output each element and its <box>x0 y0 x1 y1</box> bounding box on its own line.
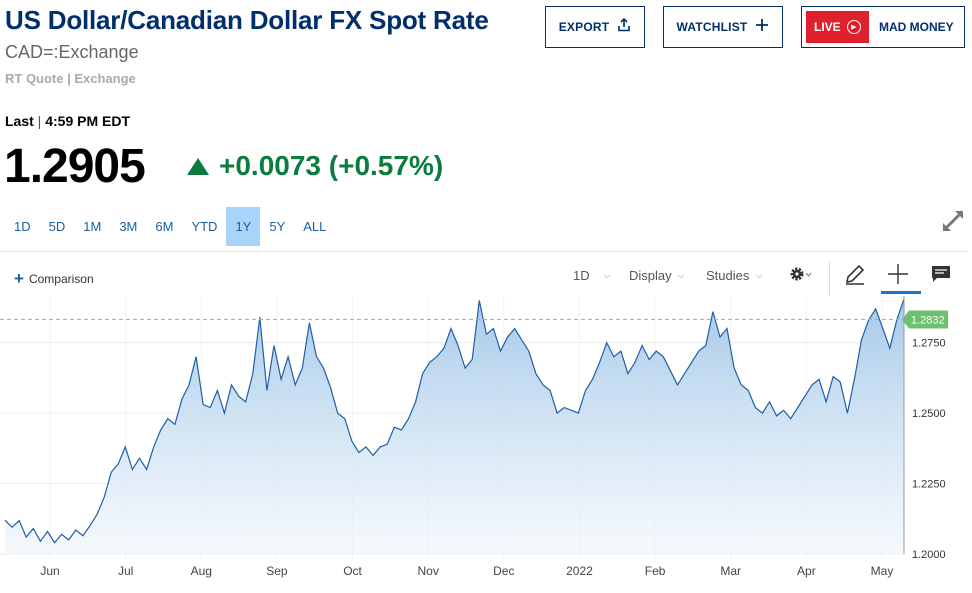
y-tick-label: 1.2750 <box>912 338 946 350</box>
current-value-tag: 1.2832 <box>902 310 948 329</box>
live-badge: LIVE ▶ <box>806 11 869 43</box>
x-tick-label: Dec <box>493 564 514 578</box>
chevron-down-icon: ⌵ <box>677 270 685 280</box>
x-tick-label: Jun <box>40 564 59 578</box>
y-tick-label: 1.2500 <box>912 408 946 420</box>
range-3m[interactable]: 3M <box>119 219 138 234</box>
plus-icon: + <box>14 269 24 288</box>
share-icon <box>617 17 631 36</box>
y-tick-label: 1.2250 <box>912 479 946 491</box>
toolbar-divider <box>0 251 968 252</box>
chevron-down-icon: ⌵ <box>603 270 611 280</box>
price-change-value: +0.0073 (+0.57%) <box>219 150 444 181</box>
last-label: Last <box>5 113 34 129</box>
x-tick-label: Aug <box>191 564 212 578</box>
up-arrow-icon <box>187 157 209 175</box>
crosshair-active-indicator <box>881 291 921 294</box>
chevron-down-icon: ⌵ <box>755 270 763 280</box>
x-tick-label: Apr <box>797 564 816 578</box>
comparison-label: Comparison <box>28 271 94 286</box>
current-value-label: 1.2832 <box>911 315 945 327</box>
price-line <box>4 298 905 544</box>
x-tick-label: May <box>871 564 894 578</box>
price-chart[interactable]: 1.2000 1.2250 1.2500 1.2750 Jun Jul Aug Sep Oct… <box>0 296 972 593</box>
display-dropdown[interactable]: Display ⌵ <box>629 268 684 283</box>
x-tick-label: Jul <box>118 564 133 578</box>
crosshair-icon[interactable] <box>886 262 910 286</box>
display-label: Display <box>629 268 672 283</box>
watchlist-label: WATCHLIST <box>676 20 748 34</box>
studies-label: Studies <box>706 268 750 283</box>
last-price: 1.2905 <box>4 140 146 193</box>
last-separator: | <box>33 113 46 129</box>
range-1d[interactable]: 1D <box>14 219 31 234</box>
export-label: EXPORT <box>558 20 610 34</box>
expand-icon[interactable] <box>940 208 966 234</box>
play-icon: ▶ <box>846 20 861 34</box>
range-6m[interactable]: 6M <box>155 219 174 234</box>
watchlist-button[interactable]: WATCHLIST <box>663 6 783 48</box>
range-1m[interactable]: 1M <box>83 219 102 234</box>
last-time: 4:59 PM EDT <box>45 113 131 129</box>
price-area-fill <box>5 299 904 554</box>
range-1y[interactable]: 1Y <box>226 207 261 246</box>
time-range-selector: 1D 5D 1M 3M 6M YTD 1Y 5Y ALL <box>5 207 335 246</box>
mad-money-live-button[interactable]: LIVE ▶ MAD MONEY <box>801 6 965 48</box>
range-ytd[interactable]: YTD <box>191 219 218 234</box>
comment-icon[interactable] <box>929 262 953 286</box>
x-tick-label: Feb <box>645 564 666 578</box>
quote-type: RT Quote | Exchange <box>5 71 136 86</box>
export-button[interactable]: EXPORT <box>545 6 645 48</box>
interval-dropdown[interactable]: 1D ⌵ <box>573 268 610 283</box>
gear-icon[interactable] <box>788 262 812 286</box>
x-tick-label: Mar <box>720 564 741 578</box>
y-tick-label: 1.2000 <box>912 549 946 561</box>
comparison-button[interactable]: + Comparison <box>14 270 94 287</box>
x-tick-label: Oct <box>343 564 362 578</box>
mad-money-label: MAD MONEY <box>879 20 954 34</box>
plus-icon <box>755 18 769 36</box>
toolbar-separator <box>829 262 830 296</box>
interval-label: 1D <box>573 268 590 283</box>
price-change: +0.0073 (+0.57%) <box>187 150 443 182</box>
x-tick-label: Nov <box>418 564 439 578</box>
range-all[interactable]: ALL <box>303 219 327 234</box>
page-title: US Dollar/Canadian Dollar FX Spot Rate <box>5 5 489 35</box>
last-trade-line: Last | 4:59 PM EDT <box>5 113 130 129</box>
range-5y[interactable]: 5Y <box>269 219 286 234</box>
x-tick-label: Sep <box>266 564 288 578</box>
studies-dropdown[interactable]: Studies ⌵ <box>706 268 762 283</box>
x-tick-label: 2022 <box>566 564 593 578</box>
live-label: LIVE <box>814 20 841 34</box>
pencil-icon[interactable] <box>843 262 867 286</box>
ticker-symbol: CAD=:Exchange <box>5 42 139 62</box>
range-5d[interactable]: 5D <box>48 219 66 234</box>
